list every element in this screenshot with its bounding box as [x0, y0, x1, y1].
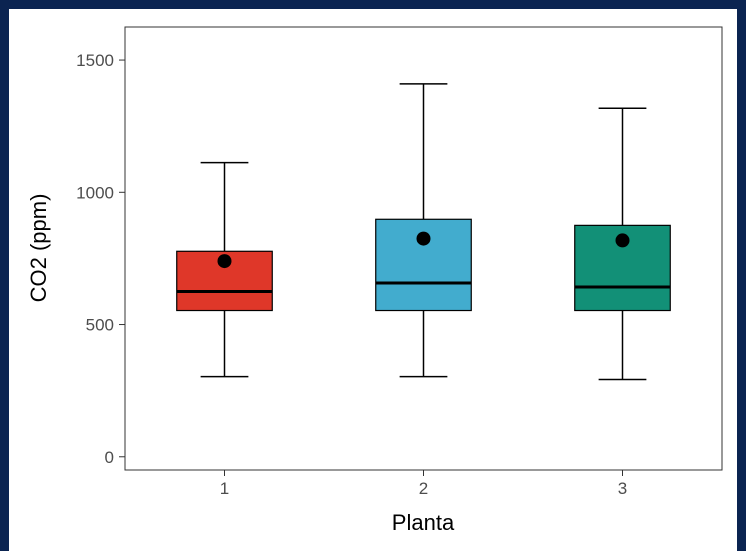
y-tick-label: 0: [105, 448, 114, 467]
mean-point: [615, 233, 630, 248]
mean-point: [217, 254, 232, 269]
y-axis-title: CO2 (ppm): [26, 194, 51, 303]
y-tick-label: 500: [86, 316, 114, 335]
x-axis: 1 2 3: [220, 470, 627, 498]
x-tick-label: 2: [419, 479, 428, 498]
y-tick-label: 1000: [76, 183, 114, 202]
x-axis-title: Planta: [392, 510, 455, 535]
y-axis: 0 500 1000 1500: [76, 51, 125, 467]
x-tick-label: 3: [618, 479, 627, 498]
x-tick-label: 1: [220, 479, 229, 498]
box-group: [176, 161, 273, 378]
box-group: [375, 83, 472, 378]
y-tick-label: 1500: [76, 51, 114, 70]
mean-point: [416, 231, 431, 246]
box-group: [574, 107, 671, 381]
box-series: [176, 83, 671, 381]
